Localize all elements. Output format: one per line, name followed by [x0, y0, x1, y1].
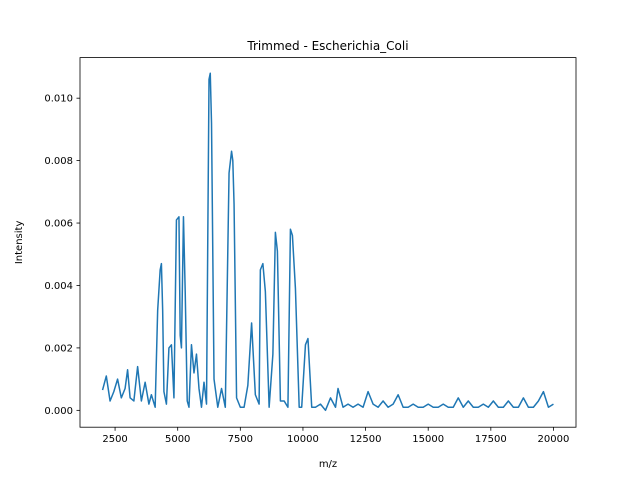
x-tick-label: 20000 — [538, 434, 570, 445]
x-tick-label: 7500 — [228, 434, 253, 445]
x-tick-label: 15000 — [412, 434, 444, 445]
x-tick-label: 12500 — [350, 434, 382, 445]
plot-frame — [79, 57, 577, 428]
x-axis: 2500 5000 7500 10000 12500 15000 17500 20000 — [102, 427, 569, 445]
y-tick-label: 0.008 — [44, 156, 73, 167]
series-line — [101, 72, 554, 412]
x-tick-label: 5000 — [165, 434, 190, 445]
chart-title: Trimmed - Escherichia_Coli — [246, 39, 408, 53]
plot-area — [101, 72, 554, 412]
y-tick-label: 0.002 — [44, 343, 73, 354]
x-tick-label: 10000 — [287, 434, 319, 445]
y-tick-label: 0.010 — [44, 94, 73, 105]
y-axis: 0.000 0.002 0.004 0.006 0.008 0.010 — [44, 94, 80, 417]
x-tick-label: 2500 — [102, 434, 127, 445]
y-tick-label: 0.004 — [44, 281, 73, 292]
y-tick-label: 0.006 — [44, 219, 73, 230]
y-axis-label: Intensity — [14, 221, 25, 265]
x-tick-label: 17500 — [475, 434, 507, 445]
y-tick-label: 0.000 — [44, 406, 73, 417]
x-axis-label: m/z — [319, 459, 337, 470]
